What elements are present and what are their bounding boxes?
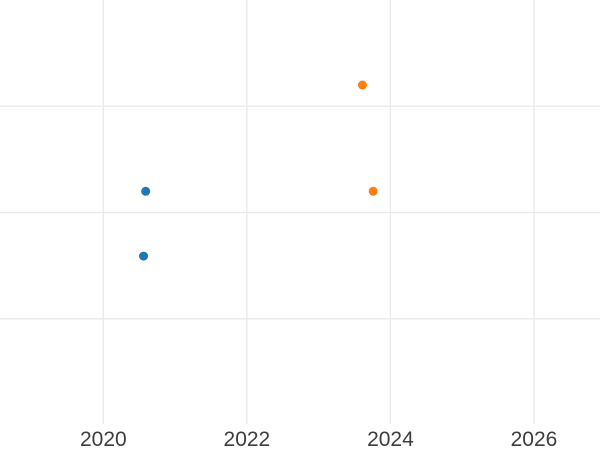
x-tick-label: 2026 <box>511 428 558 450</box>
scatter-point-series-blue <box>139 251 149 261</box>
x-tick-label: 2022 <box>224 428 271 450</box>
scatter-point-series-orange <box>368 186 378 196</box>
scatter-point-series-orange <box>357 80 367 90</box>
x-tick-label: 2020 <box>80 428 127 450</box>
scatter-point-series-blue <box>141 186 151 196</box>
x-tick-label: 2024 <box>367 428 414 450</box>
